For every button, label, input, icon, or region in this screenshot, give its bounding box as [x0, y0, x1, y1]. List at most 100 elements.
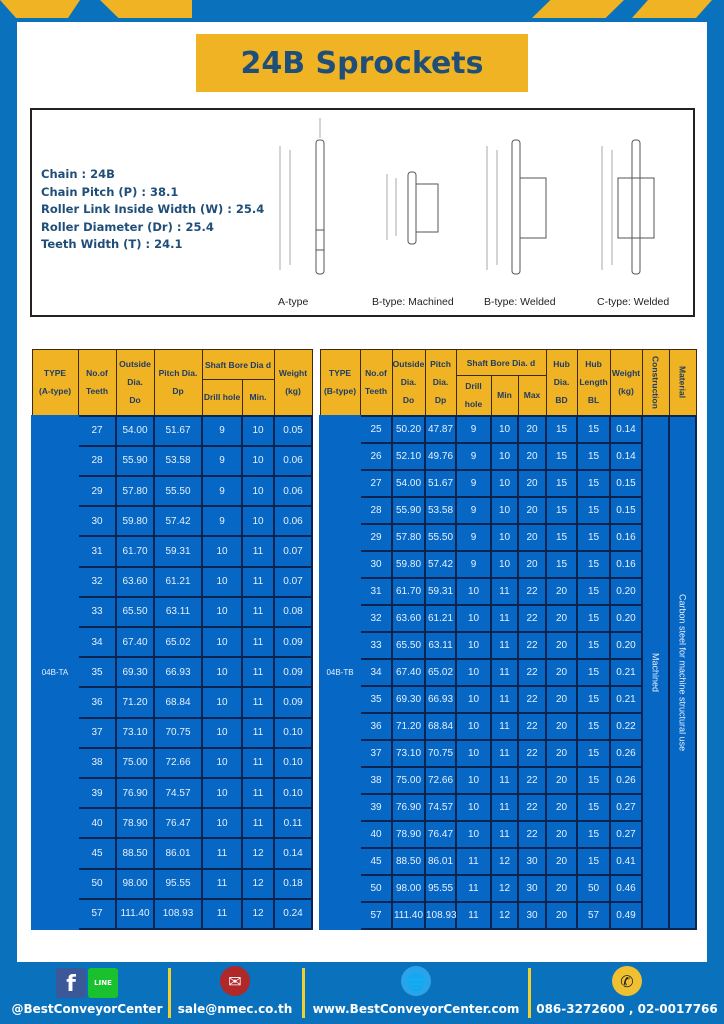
table-cell: 9 — [201, 414, 243, 447]
table-cell: 15 — [576, 819, 612, 849]
table-cell: 31 — [77, 535, 117, 568]
table-cell: 10 — [455, 765, 492, 795]
table-cell: 15 — [576, 603, 612, 633]
table-cell: 0.16 — [609, 549, 644, 579]
table-row: 31 61.70 59.31 10 11 22 20 15 0.20 — [320, 576, 696, 606]
table-cell: 111.40 — [391, 900, 426, 931]
globe-icon: 🌐 — [401, 966, 431, 996]
table-cell: 34 — [77, 625, 117, 659]
header-min: Min. — [241, 379, 275, 416]
table-row: 57 111.40 108.93 11 12 0.24 — [32, 897, 313, 931]
table-cell: 15 — [576, 441, 612, 471]
table-cell: 72.66 — [153, 746, 203, 779]
table-cell: 76.90 — [391, 792, 426, 822]
table-cell: 12 — [241, 867, 275, 900]
table-cell: 10 — [201, 807, 243, 840]
table-cell: 38 — [359, 765, 393, 795]
table-cell: 15 — [576, 792, 612, 822]
table-cell: 10 — [455, 738, 492, 768]
construction-cell: Machined — [641, 414, 671, 930]
table-cell: 11 — [490, 765, 519, 795]
table-row: 04B-TB 25 50.20 47.87 9 10 20 15 15 0.14 Machined C… — [319, 414, 698, 930]
table-cell: 22 — [516, 576, 548, 606]
table-cell: 11 — [241, 807, 275, 840]
table-cell: 10 — [201, 656, 243, 689]
table-cell: 20 — [516, 468, 548, 498]
spec-roller-dia: Roller Diameter (Dr) : 25.4 — [41, 219, 214, 234]
table-cell: 9 — [455, 414, 492, 444]
table-cell: 75.00 — [391, 765, 426, 795]
table-cell: 20 — [545, 603, 579, 633]
table-cell: 10 — [490, 441, 519, 471]
table-cell: 54.00 — [115, 414, 155, 447]
line-icon[interactable]: LINE — [88, 968, 118, 998]
table-cell: 69.30 — [391, 684, 426, 714]
spec-box: Chain : 24B Chain Pitch (P) : 38.1 Rolle… — [30, 108, 695, 317]
table-cell: 39 — [77, 776, 117, 810]
table-cell: 73.10 — [115, 716, 155, 749]
table-cell: 12 — [490, 846, 519, 876]
email-contact[interactable]: ✉ sale@nmec.co.th — [174, 965, 296, 1024]
footer: f LINE @BestConveyorCenter ✉ sale@nmec.c… — [0, 965, 724, 1024]
table-cell: 75.00 — [115, 746, 155, 779]
table-cell: 57.80 — [115, 474, 155, 508]
table-cell: 11 — [490, 711, 519, 741]
table-cell: 20 — [516, 414, 548, 444]
table-row: 38 75.00 72.66 10 11 22 20 15 0.26 — [320, 765, 696, 795]
table-cell: 36 — [359, 711, 393, 741]
social-contact[interactable]: f LINE @BestConveyorCenter — [8, 965, 166, 1024]
table-cell: 9 — [201, 444, 243, 477]
table-cell: 63.11 — [153, 595, 203, 628]
facebook-icon[interactable]: f — [56, 968, 86, 998]
divider — [302, 968, 305, 1018]
spec-teeth-width: Teeth Width (T) : 24.1 — [41, 237, 183, 251]
page-title: 24B Sprockets — [196, 34, 528, 92]
table-row: 39 76.90 74.57 10 11 22 20 15 0.27 — [320, 792, 696, 822]
table-cell: 22 — [516, 711, 548, 741]
table-cell: 10 — [455, 603, 492, 633]
table-cell: 66.93 — [424, 684, 457, 714]
table-cell: 86.01 — [153, 837, 203, 870]
table-cell: 63.60 — [115, 565, 155, 598]
table-cell: 10 — [455, 576, 492, 606]
table-cell: 57 — [77, 897, 117, 931]
table-cell: 0.49 — [609, 900, 644, 931]
table-row: 34 67.40 65.02 10 11 22 20 15 0.21 — [320, 657, 696, 687]
table-cell: 0.15 — [609, 468, 644, 498]
header-weight: Weight (kg) — [609, 349, 643, 416]
table-cell: 11 — [241, 656, 275, 689]
table-cell: 0.20 — [609, 630, 644, 660]
table-cell: 15 — [576, 414, 612, 444]
header-pitch-dia: Pitch Dia. Dp — [424, 349, 457, 416]
table-cell: 10 — [201, 716, 243, 749]
phone-contact[interactable]: ✆ 086-3272600 , 02-0017766 — [534, 965, 720, 1024]
table-cell: 9 — [455, 441, 492, 471]
table-cell: 0.21 — [609, 657, 644, 687]
table-cell: 0.26 — [609, 765, 644, 795]
table-row: 35 69.30 66.93 10 11 0.09 — [32, 656, 313, 689]
table-cell: 0.09 — [273, 686, 313, 719]
decor-stripe — [632, 0, 712, 18]
table-cell: 11 — [241, 716, 275, 749]
table-cell: 15 — [576, 846, 612, 876]
table-cell: 10 — [490, 522, 519, 552]
table-cell: 10 — [201, 595, 243, 628]
table-cell: 0.14 — [609, 441, 644, 471]
table-cell: 11 — [201, 897, 243, 931]
table-cell: 10 — [201, 625, 243, 659]
table-cell: 32 — [77, 565, 117, 598]
website-contact[interactable]: 🌐 www.BestConveyorCenter.com — [308, 965, 524, 1024]
table-cell: 30 — [516, 900, 548, 931]
table-cell: 15 — [545, 549, 579, 579]
table-cell: 68.84 — [424, 711, 457, 741]
table-cell: 57.42 — [424, 549, 457, 579]
table-cell: 70.75 — [424, 738, 457, 768]
table-cell: 30 — [516, 846, 548, 876]
header-construction: Construction — [641, 349, 670, 416]
table-cell: 20 — [545, 576, 579, 606]
table-row: 28 55.90 53.58 9 10 20 15 15 0.15 — [320, 495, 696, 525]
table-cell: 10 — [455, 657, 492, 687]
table-cell: 11 — [490, 684, 519, 714]
table-cell: 11 — [490, 630, 519, 660]
table-cell: 10 — [490, 495, 519, 525]
